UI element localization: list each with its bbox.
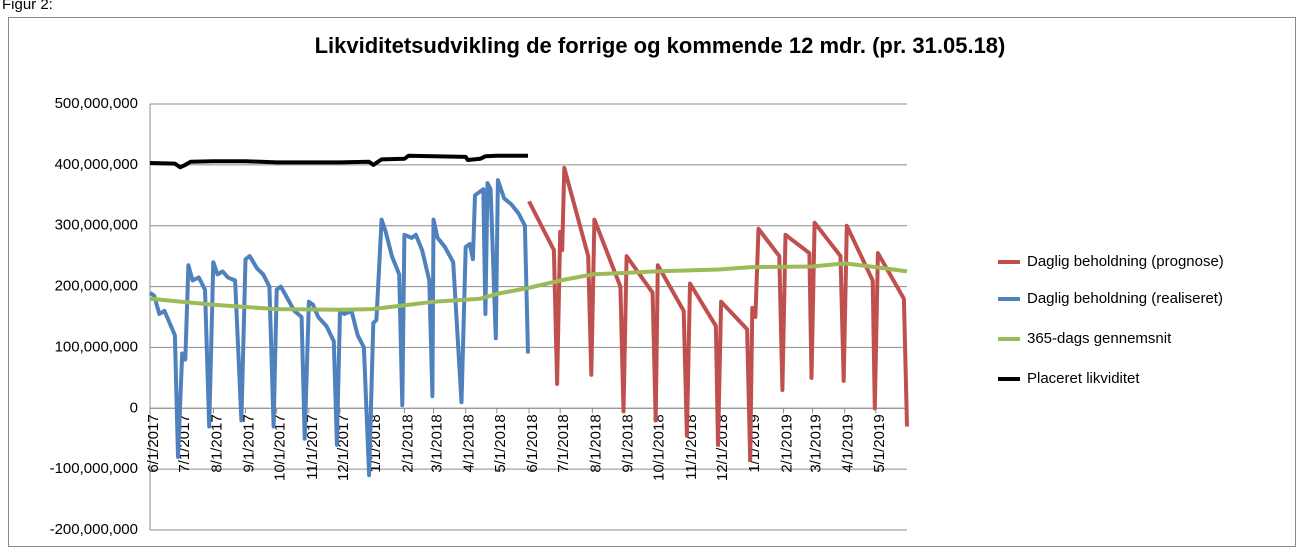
chart-border	[8, 17, 1296, 547]
x-tick-label: 4/1/2019	[840, 414, 857, 472]
y-tick-label: 300,000,000	[55, 217, 138, 234]
figure-label: Figur 2:	[2, 0, 53, 13]
y-tick-label: 200,000,000	[55, 278, 138, 295]
y-tick-label: 0	[130, 399, 138, 416]
y-tick-label: 100,000,000	[55, 338, 138, 355]
x-tick-label: 5/1/2019	[871, 414, 888, 472]
x-tick-label: 8/1/2018	[587, 414, 604, 472]
legend-label: Daglig beholdning (realiseret)	[1027, 290, 1223, 307]
x-tick-label: 3/1/2018	[428, 414, 445, 472]
series-line	[527, 165, 909, 462]
x-tick-label: 10/1/2017	[272, 414, 289, 481]
x-tick-label: 6/1/2018	[524, 414, 541, 472]
x-tick-label: 2/1/2019	[778, 414, 795, 472]
y-tick-label: -200,000,000	[50, 521, 138, 538]
x-tick-label: 8/1/2017	[208, 414, 225, 472]
x-tick-label: 4/1/2018	[461, 414, 478, 472]
chart-title: Likviditetsudvikling de forrige og komme…	[315, 33, 1006, 58]
x-tick-label: 2/1/2018	[399, 414, 416, 472]
x-tick-label: 9/1/2018	[620, 414, 637, 472]
legend-label: 365-dags gennemsnit	[1027, 330, 1172, 347]
legend-label: Daglig beholdning (prognose)	[1027, 253, 1224, 270]
x-tick-label: 11/1/2017	[304, 414, 321, 480]
x-tick-label: 6/1/2017	[145, 414, 162, 472]
x-tick-label: 3/1/2019	[807, 414, 824, 472]
series-line	[149, 261, 908, 312]
legend-label: Placeret likviditet	[1027, 370, 1140, 387]
y-tick-label: 500,000,000	[55, 95, 138, 112]
x-tick-label: 10/1/2018	[651, 414, 668, 481]
series-line	[149, 153, 528, 170]
y-tick-label: 400,000,000	[55, 156, 138, 173]
x-tick-label: 9/1/2017	[241, 414, 258, 472]
x-tick-label: 7/1/2018	[555, 414, 572, 472]
x-tick-label: 12/1/2017	[335, 414, 352, 481]
x-tick-label: 5/1/2018	[492, 414, 509, 472]
y-tick-label: -100,000,000	[50, 460, 138, 477]
series-line	[148, 178, 530, 478]
